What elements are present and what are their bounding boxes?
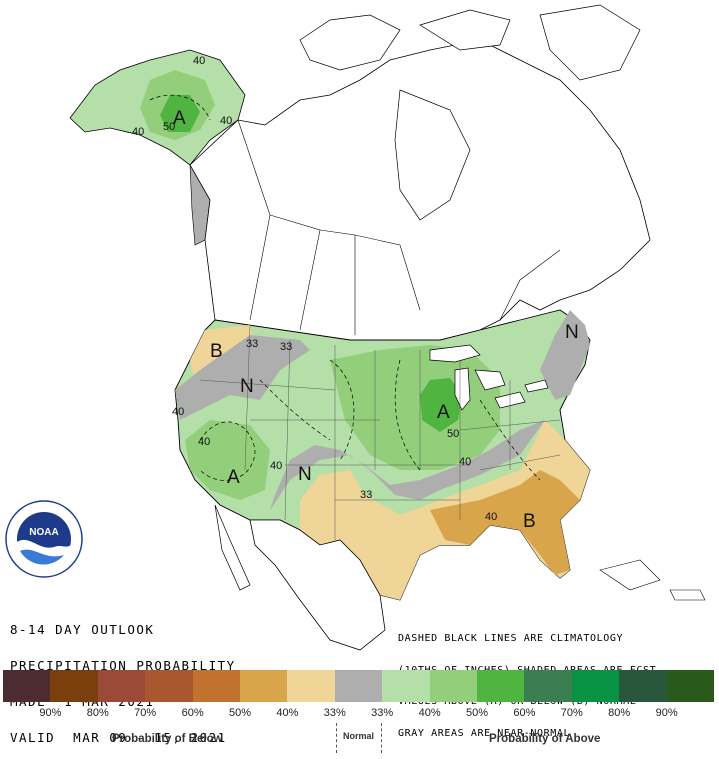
title-block: 8-14 DAY OUTLOOK PRECIPITATION PROBABILI…	[10, 600, 236, 756]
legend-swatch-7	[334, 670, 383, 702]
label-northeast-normal: N	[565, 322, 579, 343]
legend-tick-label: 50%	[465, 707, 489, 719]
alaska-green-60	[160, 95, 200, 132]
label-southwest-normal: N	[298, 464, 312, 485]
noaa-logo-text: NOAA	[29, 527, 58, 538]
legend-tick-label: 50%	[228, 707, 252, 719]
normal-southwest	[270, 420, 545, 510]
label-southwest-above: A	[227, 467, 240, 488]
svg-text:40: 40	[172, 406, 184, 418]
note-line-1: DASHED BLACK LINES ARE CLIMATOLOGY	[398, 633, 624, 644]
svg-text:33: 33	[360, 489, 372, 501]
legend-swatch-2	[97, 670, 146, 702]
outlook-map: A A A B B N N N 40 40 50 40 33 33 40 40 …	[5, 4, 706, 651]
legend-tick-label: 70%	[560, 707, 583, 719]
label-southeast-below: B	[523, 511, 536, 532]
legend-above-label: Probability of Above	[489, 733, 601, 745]
label-west-normal: N	[240, 376, 254, 397]
legend-tick-label: 90%	[655, 707, 678, 719]
svg-text:40: 40	[193, 55, 205, 67]
svg-text:40: 40	[270, 460, 282, 472]
svg-text:50: 50	[447, 428, 459, 440]
legend-tick-label: 60%	[513, 707, 536, 719]
legend-divider-left	[336, 723, 337, 753]
legend-swatch-11	[524, 670, 572, 702]
svg-text:40: 40	[459, 456, 471, 468]
below-southeast-40	[430, 470, 580, 575]
legend-swatch-10	[477, 670, 525, 702]
svg-text:40: 40	[198, 436, 210, 448]
note-line-4: GRAY AREAS ARE NEAR-NORMAL	[398, 727, 571, 739]
legend-swatch-13	[619, 670, 667, 702]
title-line-2: PRECIPITATION PROBABILITY	[10, 658, 236, 673]
legend-divider-right	[381, 723, 382, 753]
mexico-landmass	[249, 519, 386, 651]
label-midwest-above: A	[437, 402, 450, 423]
legend-swatch-8	[382, 670, 430, 702]
legend-below-label: Probability of Below	[112, 733, 223, 745]
above-midwest-50	[420, 378, 462, 432]
svg-text:40: 40	[132, 126, 144, 138]
noaa-logo: NOAA	[5, 500, 83, 578]
legend-tick-label: 70%	[134, 707, 157, 719]
legend-tick-label: 33%	[323, 707, 346, 719]
svg-text:33: 33	[280, 341, 292, 353]
legend-tick-label: 80%	[608, 707, 631, 719]
legend-color-bar	[3, 670, 715, 702]
normal-west	[175, 335, 310, 420]
legend-normal-label: Normal	[343, 731, 375, 741]
legend-tick-label: 60%	[181, 707, 204, 719]
legend-tick-label: 40%	[418, 707, 441, 719]
svg-text:50: 50	[163, 121, 175, 133]
svg-text:33: 33	[246, 338, 258, 350]
legend-swatch-6	[287, 670, 335, 702]
normal-northeast	[540, 310, 590, 400]
title-line-1: 8-14 DAY OUTLOOK	[10, 622, 155, 637]
title-line-4: VALID MAR 09 - 15, 2021	[10, 730, 227, 745]
legend-tick-label: 80%	[86, 707, 109, 719]
legend-swatch-3	[145, 670, 193, 702]
legend-swatch-12	[571, 670, 620, 702]
svg-text:40: 40	[220, 115, 232, 127]
label-northwest-below: B	[210, 341, 223, 362]
legend-tick-label: 33%	[371, 707, 394, 719]
above-west-40	[185, 420, 270, 500]
legend-swatch-14	[666, 670, 715, 702]
legend-swatch-5	[240, 670, 288, 702]
label-alaska-above: A	[173, 108, 186, 129]
legend-swatch-0	[3, 670, 51, 702]
legend-tick-label: 40%	[276, 707, 299, 719]
svg-text:40: 40	[485, 511, 497, 523]
legend-swatch-9	[429, 670, 478, 702]
legend-swatch-4	[192, 670, 241, 702]
legend-swatch-1	[50, 670, 98, 702]
legend-tick-label: 90%	[39, 707, 62, 719]
